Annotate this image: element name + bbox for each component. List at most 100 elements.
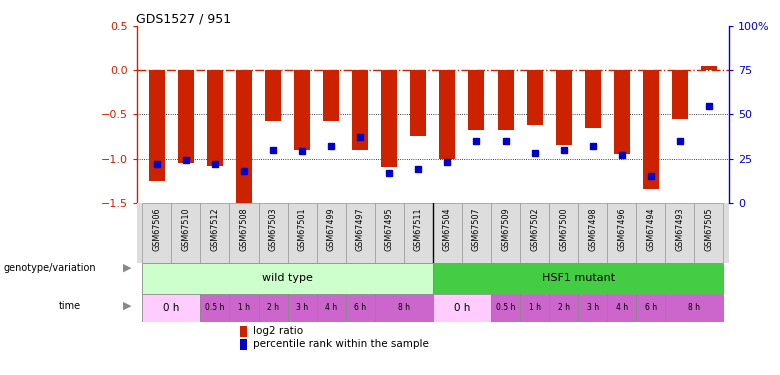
Text: GSM67493: GSM67493 bbox=[675, 207, 684, 251]
Text: 8 h: 8 h bbox=[689, 303, 700, 312]
Text: GSM67500: GSM67500 bbox=[559, 207, 568, 251]
Text: 4 h: 4 h bbox=[325, 303, 337, 312]
Text: GSM67494: GSM67494 bbox=[647, 207, 655, 251]
Text: GSM67509: GSM67509 bbox=[501, 207, 510, 251]
Bar bbox=[608, 294, 636, 322]
Bar bbox=[346, 202, 374, 263]
Bar bbox=[410, 70, 427, 136]
Bar bbox=[439, 70, 456, 159]
Text: GSM67495: GSM67495 bbox=[385, 207, 394, 251]
Text: log2 ratio: log2 ratio bbox=[254, 326, 303, 336]
Bar bbox=[374, 294, 433, 322]
Bar bbox=[236, 70, 252, 207]
Text: GDS1527 / 951: GDS1527 / 951 bbox=[136, 12, 232, 25]
Bar bbox=[142, 294, 200, 322]
Bar bbox=[549, 202, 578, 263]
Bar bbox=[578, 202, 608, 263]
Bar bbox=[258, 202, 288, 263]
Bar bbox=[498, 70, 513, 130]
Bar bbox=[229, 294, 258, 322]
Bar bbox=[520, 202, 549, 263]
Bar bbox=[240, 326, 247, 337]
Bar bbox=[229, 202, 258, 263]
Bar bbox=[585, 70, 601, 128]
Bar bbox=[240, 339, 247, 350]
Bar bbox=[462, 202, 491, 263]
Text: GSM67505: GSM67505 bbox=[704, 207, 714, 251]
Text: 1 h: 1 h bbox=[238, 303, 250, 312]
Bar bbox=[433, 294, 491, 322]
Text: GSM67499: GSM67499 bbox=[327, 207, 335, 251]
Bar bbox=[614, 70, 629, 154]
Text: GSM67504: GSM67504 bbox=[443, 207, 452, 251]
Bar bbox=[288, 202, 317, 263]
Text: 8 h: 8 h bbox=[398, 303, 410, 312]
Text: GSM67508: GSM67508 bbox=[239, 207, 249, 251]
Bar bbox=[636, 202, 665, 263]
Text: 4 h: 4 h bbox=[615, 303, 628, 312]
Text: GSM67510: GSM67510 bbox=[182, 207, 190, 251]
Bar bbox=[549, 294, 578, 322]
Bar bbox=[520, 294, 549, 322]
Bar bbox=[404, 202, 433, 263]
Bar bbox=[672, 70, 688, 119]
Text: GSM67507: GSM67507 bbox=[472, 207, 481, 251]
Text: GSM67502: GSM67502 bbox=[530, 207, 539, 251]
Bar bbox=[701, 66, 717, 70]
Bar bbox=[149, 70, 165, 180]
Text: 3 h: 3 h bbox=[296, 303, 308, 312]
Text: time: time bbox=[58, 301, 80, 310]
Text: 6 h: 6 h bbox=[354, 303, 367, 312]
Text: percentile rank within the sample: percentile rank within the sample bbox=[254, 339, 429, 349]
Text: GSM67497: GSM67497 bbox=[356, 207, 365, 251]
Text: GSM67506: GSM67506 bbox=[152, 207, 161, 251]
Text: genotype/variation: genotype/variation bbox=[4, 263, 97, 273]
Bar bbox=[694, 202, 724, 263]
Bar bbox=[491, 294, 520, 322]
Text: GSM67496: GSM67496 bbox=[617, 207, 626, 251]
Bar bbox=[172, 202, 200, 263]
Text: 1 h: 1 h bbox=[529, 303, 541, 312]
Bar bbox=[526, 70, 543, 125]
Bar bbox=[317, 294, 346, 322]
Text: 0 h: 0 h bbox=[454, 303, 470, 313]
Text: HSF1 mutant: HSF1 mutant bbox=[541, 273, 615, 284]
Bar bbox=[469, 70, 484, 130]
Text: GSM67498: GSM67498 bbox=[588, 207, 597, 251]
Text: GSM67511: GSM67511 bbox=[414, 207, 423, 251]
Bar bbox=[207, 70, 223, 166]
Bar bbox=[665, 202, 694, 263]
Text: 0 h: 0 h bbox=[163, 303, 179, 313]
Bar bbox=[258, 294, 288, 322]
Bar bbox=[142, 263, 433, 294]
Bar bbox=[578, 294, 608, 322]
Bar bbox=[433, 263, 724, 294]
Bar bbox=[142, 202, 172, 263]
Text: GSM67512: GSM67512 bbox=[211, 207, 219, 251]
Text: GSM67501: GSM67501 bbox=[298, 207, 307, 251]
Bar bbox=[665, 294, 724, 322]
Bar bbox=[555, 70, 572, 145]
Text: 2 h: 2 h bbox=[558, 303, 569, 312]
Text: 0.5 h: 0.5 h bbox=[496, 303, 516, 312]
Text: GSM67503: GSM67503 bbox=[268, 207, 278, 251]
Bar bbox=[346, 294, 374, 322]
Text: wild type: wild type bbox=[262, 273, 313, 284]
Bar bbox=[374, 202, 404, 263]
Bar bbox=[178, 70, 194, 163]
Bar bbox=[353, 70, 368, 150]
Bar bbox=[317, 202, 346, 263]
Text: ▶: ▶ bbox=[123, 301, 132, 310]
Bar bbox=[433, 202, 462, 263]
Bar bbox=[381, 70, 397, 167]
Bar bbox=[294, 70, 310, 150]
Bar bbox=[491, 202, 520, 263]
Text: ▶: ▶ bbox=[123, 263, 132, 273]
Text: 2 h: 2 h bbox=[267, 303, 279, 312]
Bar bbox=[265, 70, 281, 121]
Bar bbox=[200, 202, 229, 263]
Text: 0.5 h: 0.5 h bbox=[205, 303, 225, 312]
Bar bbox=[200, 294, 229, 322]
Text: 3 h: 3 h bbox=[587, 303, 599, 312]
Bar bbox=[288, 294, 317, 322]
